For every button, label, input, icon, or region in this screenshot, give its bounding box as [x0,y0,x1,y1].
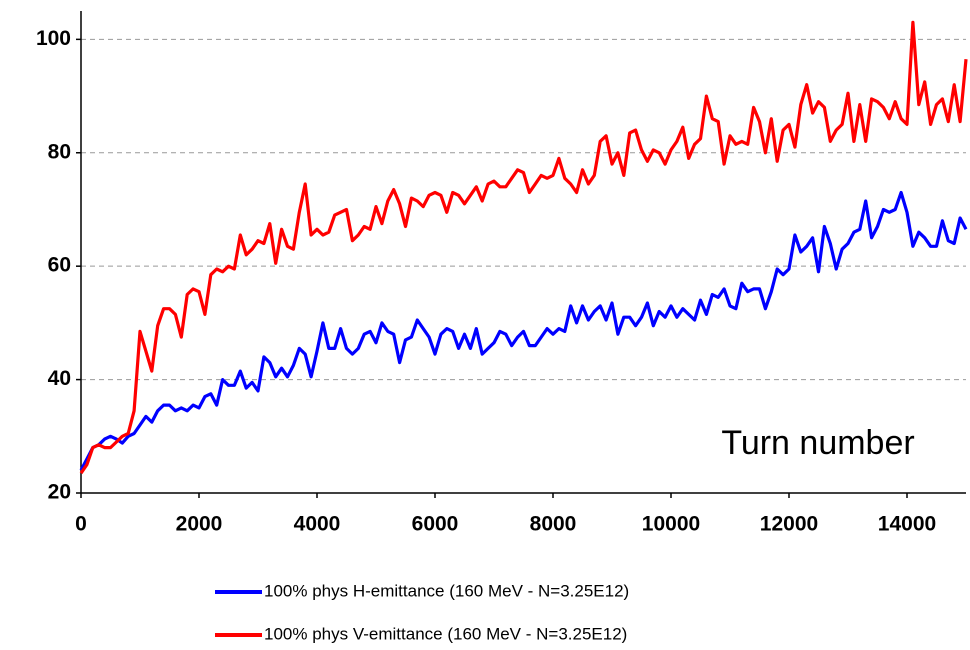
series-line [79,190,968,472]
y-tick-label: 20 [48,481,71,504]
x-tick-label: 8000 [530,513,577,536]
x-tick-label: 0 [75,513,87,536]
x-tick-label: 4000 [294,513,341,536]
legend-label: 100% phys H-emittance (160 MeV - N=3.25E… [264,581,629,600]
x-tick-label: 6000 [412,513,459,536]
y-tick-label: 40 [48,367,71,390]
annotation: Turn number [721,424,914,462]
x-tick-label: 2000 [176,513,223,536]
y-tick-label: 100 [36,27,71,50]
x-tick-label: 14000 [878,513,936,536]
y-tick-label: 80 [48,140,71,163]
y-tick-label: 60 [48,254,71,277]
x-tick-label: 10000 [642,513,700,536]
legend-label: 100% phys V-emittance (160 MeV - N=3.25E… [264,624,627,643]
series-line [79,20,968,475]
x-tick-label: 12000 [760,513,818,536]
